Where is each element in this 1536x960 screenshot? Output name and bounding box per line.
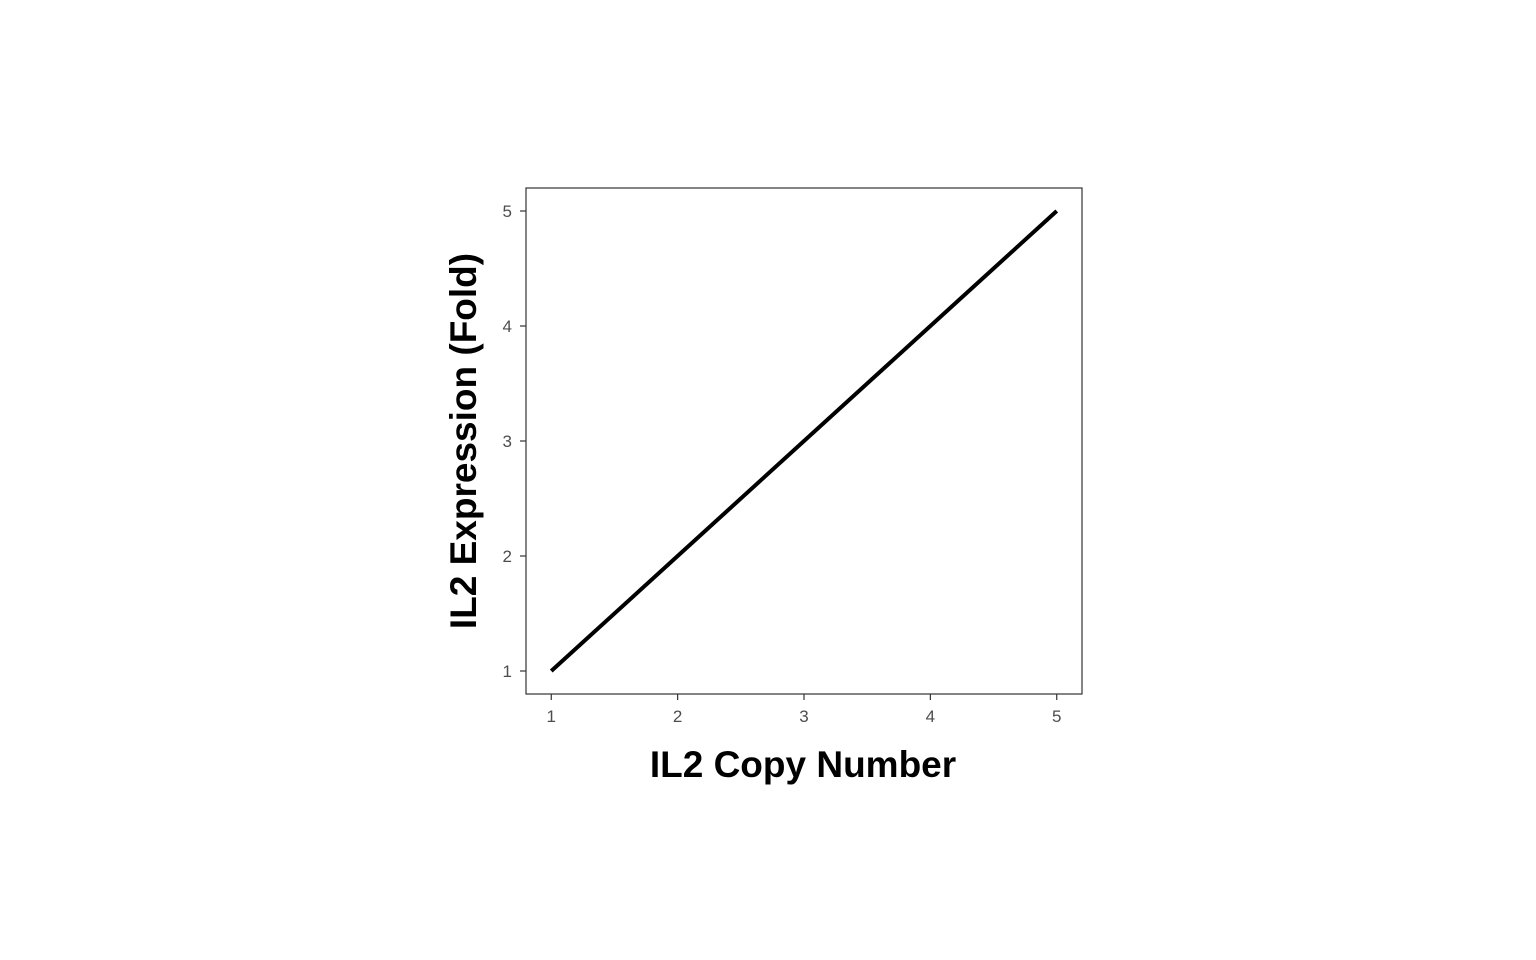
x-tick-label: 5 (1052, 707, 1061, 726)
series-layer (549, 209, 1059, 673)
y-tick-label: 2 (503, 547, 512, 566)
x-tick-label: 2 (673, 707, 682, 726)
y-tick-label: 4 (503, 317, 512, 336)
y-axis-ticks: 1 2 3 4 5 (503, 202, 526, 681)
y-tick-label: 5 (503, 202, 512, 221)
x-axis-title: IL2 Copy Number (650, 744, 956, 785)
series-line (549, 209, 1059, 673)
x-axis-ticks: 1 2 3 4 5 (547, 694, 1061, 726)
y-tick-label: 1 (503, 662, 512, 681)
x-tick-label: 3 (799, 707, 808, 726)
y-tick-label: 3 (503, 432, 512, 451)
y-axis-title: IL2 Expression (Fold) (443, 253, 484, 629)
x-tick-label: 1 (547, 707, 556, 726)
x-tick-label: 4 (926, 707, 935, 726)
